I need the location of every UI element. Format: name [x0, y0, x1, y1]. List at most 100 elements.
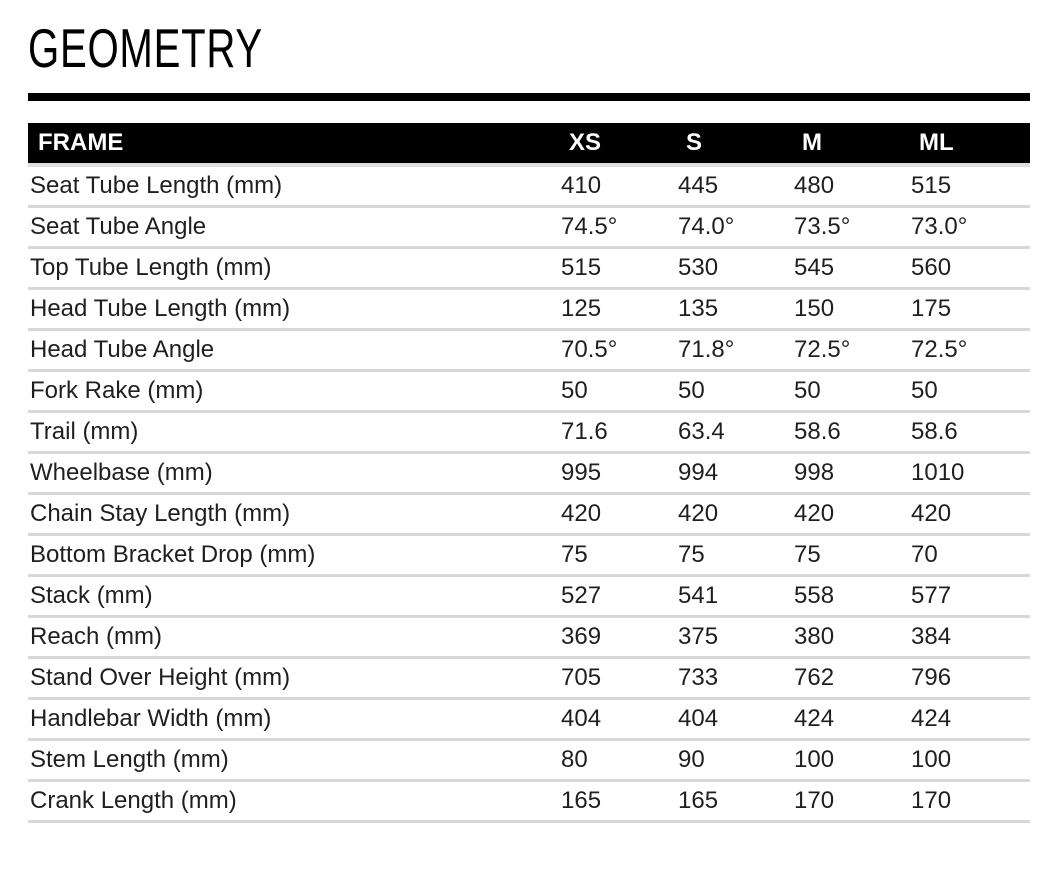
cell-xs: 80	[559, 739, 676, 782]
cell-m: 420	[792, 493, 909, 536]
table-row: Wheelbase (mm) 995 994 998 1010	[28, 452, 1030, 495]
geometry-table: FRAME XS S M ML Seat Tube Length (mm) 41…	[28, 123, 1030, 823]
row-label: Top Tube Length (mm)	[28, 247, 559, 290]
row-label: Handlebar Width (mm)	[28, 698, 559, 741]
cell-s: 541	[676, 575, 792, 618]
cell-s: 135	[676, 288, 792, 331]
cell-xs: 995	[559, 452, 676, 495]
cell-ml: 70	[909, 534, 1030, 577]
row-label: Chain Stay Length (mm)	[28, 493, 559, 536]
cell-m: 762	[792, 657, 909, 700]
cell-m: 480	[792, 165, 909, 208]
table-row: Stack (mm) 527 541 558 577	[28, 575, 1030, 618]
column-header-frame: FRAME	[28, 123, 559, 167]
cell-m: 72.5°	[792, 329, 909, 372]
table-row: Trail (mm) 71.6 63.4 58.6 58.6	[28, 411, 1030, 454]
table-row: Stand Over Height (mm) 705 733 762 796	[28, 657, 1030, 700]
cell-xs: 71.6	[559, 411, 676, 454]
table-row: Bottom Bracket Drop (mm) 75 75 75 70	[28, 534, 1030, 577]
row-label: Seat Tube Angle	[28, 206, 559, 249]
row-label: Stem Length (mm)	[28, 739, 559, 782]
column-header-xs: XS	[559, 123, 676, 167]
cell-m: 545	[792, 247, 909, 290]
row-label: Reach (mm)	[28, 616, 559, 659]
cell-s: 733	[676, 657, 792, 700]
cell-ml: 577	[909, 575, 1030, 618]
row-label: Bottom Bracket Drop (mm)	[28, 534, 559, 577]
cell-s: 75	[676, 534, 792, 577]
cell-s: 74.0°	[676, 206, 792, 249]
cell-ml: 100	[909, 739, 1030, 782]
cell-xs: 75	[559, 534, 676, 577]
column-header-ml: ML	[909, 123, 1030, 167]
cell-ml: 170	[909, 780, 1030, 823]
cell-m: 380	[792, 616, 909, 659]
geometry-table-body: Seat Tube Length (mm) 410 445 480 515 Se…	[28, 165, 1030, 823]
row-label: Seat Tube Length (mm)	[28, 165, 559, 208]
table-row: Fork Rake (mm) 50 50 50 50	[28, 370, 1030, 413]
geometry-section: GEOMETRY FRAME XS S M ML Seat Tube Lengt…	[28, 21, 1030, 823]
table-row: Handlebar Width (mm) 404 404 424 424	[28, 698, 1030, 741]
row-label: Head Tube Length (mm)	[28, 288, 559, 331]
cell-ml: 175	[909, 288, 1030, 331]
cell-s: 420	[676, 493, 792, 536]
table-row: Reach (mm) 369 375 380 384	[28, 616, 1030, 659]
cell-m: 998	[792, 452, 909, 495]
cell-m: 558	[792, 575, 909, 618]
cell-ml: 560	[909, 247, 1030, 290]
cell-s: 404	[676, 698, 792, 741]
row-label: Head Tube Angle	[28, 329, 559, 372]
table-row: Seat Tube Length (mm) 410 445 480 515	[28, 165, 1030, 208]
table-row: Stem Length (mm) 80 90 100 100	[28, 739, 1030, 782]
cell-xs: 125	[559, 288, 676, 331]
table-row: Head Tube Angle 70.5° 71.8° 72.5° 72.5°	[28, 329, 1030, 372]
row-label: Fork Rake (mm)	[28, 370, 559, 413]
cell-xs: 410	[559, 165, 676, 208]
cell-ml: 72.5°	[909, 329, 1030, 372]
cell-s: 90	[676, 739, 792, 782]
cell-s: 71.8°	[676, 329, 792, 372]
cell-xs: 420	[559, 493, 676, 536]
cell-m: 75	[792, 534, 909, 577]
cell-xs: 70.5°	[559, 329, 676, 372]
cell-ml: 384	[909, 616, 1030, 659]
row-label: Wheelbase (mm)	[28, 452, 559, 495]
cell-s: 50	[676, 370, 792, 413]
cell-m: 100	[792, 739, 909, 782]
cell-xs: 527	[559, 575, 676, 618]
cell-ml: 515	[909, 165, 1030, 208]
cell-ml: 420	[909, 493, 1030, 536]
cell-s: 994	[676, 452, 792, 495]
table-row: Top Tube Length (mm) 515 530 545 560	[28, 247, 1030, 290]
title-divider-rule	[28, 93, 1030, 101]
cell-ml: 424	[909, 698, 1030, 741]
cell-s: 375	[676, 616, 792, 659]
cell-s: 165	[676, 780, 792, 823]
column-header-s: S	[676, 123, 792, 167]
cell-m: 58.6	[792, 411, 909, 454]
cell-xs: 165	[559, 780, 676, 823]
cell-ml: 1010	[909, 452, 1030, 495]
row-label: Stand Over Height (mm)	[28, 657, 559, 700]
table-row: Head Tube Length (mm) 125 135 150 175	[28, 288, 1030, 331]
header-row: FRAME XS S M ML	[28, 123, 1030, 167]
table-row: Seat Tube Angle 74.5° 74.0° 73.5° 73.0°	[28, 206, 1030, 249]
cell-ml: 58.6	[909, 411, 1030, 454]
table-row: Crank Length (mm) 165 165 170 170	[28, 780, 1030, 823]
cell-m: 424	[792, 698, 909, 741]
cell-m: 73.5°	[792, 206, 909, 249]
cell-xs: 369	[559, 616, 676, 659]
row-label: Trail (mm)	[28, 411, 559, 454]
row-label: Stack (mm)	[28, 575, 559, 618]
cell-s: 63.4	[676, 411, 792, 454]
cell-m: 50	[792, 370, 909, 413]
cell-ml: 73.0°	[909, 206, 1030, 249]
cell-m: 150	[792, 288, 909, 331]
cell-xs: 74.5°	[559, 206, 676, 249]
page-title: GEOMETRY	[28, 17, 263, 79]
cell-ml: 796	[909, 657, 1030, 700]
cell-xs: 50	[559, 370, 676, 413]
cell-s: 445	[676, 165, 792, 208]
cell-m: 170	[792, 780, 909, 823]
cell-xs: 705	[559, 657, 676, 700]
